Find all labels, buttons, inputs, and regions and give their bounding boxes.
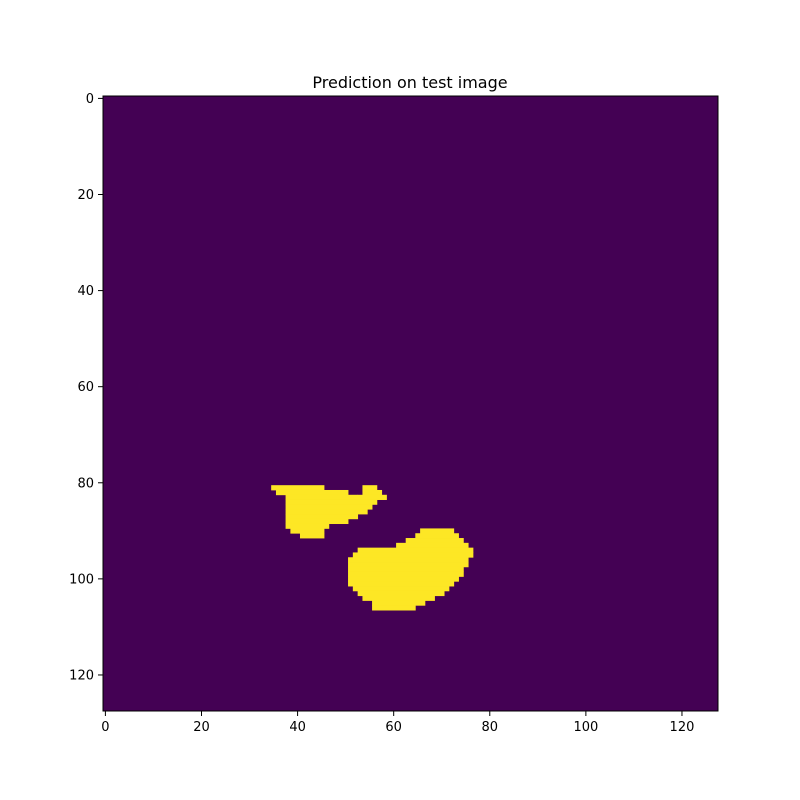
y-tick-label: 120 (69, 668, 94, 683)
region-row (290, 528, 325, 534)
region-row (352, 586, 450, 592)
region-row (362, 489, 383, 496)
region-row (372, 600, 426, 606)
x-tick-label: 40 (289, 720, 306, 735)
x-tick-label: 120 (670, 720, 695, 735)
region-row (285, 518, 349, 525)
region-row (372, 605, 416, 611)
region-row (299, 533, 325, 539)
x-tick-label: 0 (101, 720, 109, 735)
y-tick-label: 0 (86, 92, 94, 107)
region-row (348, 576, 459, 582)
x-axis: 0 20 40 60 80 100 120 (101, 711, 694, 735)
region-row (357, 590, 445, 597)
region-row (285, 499, 378, 505)
x-tick-label: 80 (482, 720, 499, 735)
chart-title: Prediction on test image (312, 73, 507, 92)
x-tick-label: 100 (573, 720, 598, 735)
region-row (348, 581, 455, 587)
y-tick-label: 60 (77, 380, 94, 395)
region-row (362, 595, 435, 601)
region-row (405, 538, 464, 544)
prediction-region-2 (357, 485, 387, 500)
region-row (348, 557, 469, 563)
y-tick-label: 100 (69, 572, 94, 587)
region-row (275, 489, 349, 496)
y-axis: 0 20 40 60 80 100 120 (69, 92, 103, 683)
region-row (348, 566, 464, 573)
region-row (420, 528, 455, 534)
prediction-regions (271, 485, 474, 611)
prediction-region-3 (348, 528, 474, 611)
region-row (285, 504, 373, 510)
region-row (285, 514, 359, 520)
x-tick-label: 60 (385, 720, 402, 735)
region-row (357, 494, 387, 500)
axes-frame (102, 95, 719, 712)
region-row (396, 542, 469, 549)
region-row (285, 494, 359, 500)
image-area (103, 96, 718, 711)
y-tick-label: 80 (77, 476, 94, 491)
prediction-region-1 (271, 485, 378, 539)
region-row (348, 571, 464, 577)
region-row (285, 509, 368, 515)
region-row (285, 523, 330, 529)
region-row (352, 552, 474, 558)
y-tick-label: 20 (77, 188, 94, 203)
x-tick-label: 20 (193, 720, 210, 735)
y-tick-label: 40 (77, 284, 94, 299)
region-row (415, 533, 459, 539)
region-row (362, 485, 378, 491)
region-row (357, 547, 474, 553)
background-region (103, 96, 718, 711)
region-row (348, 562, 469, 568)
region-row (271, 485, 325, 491)
